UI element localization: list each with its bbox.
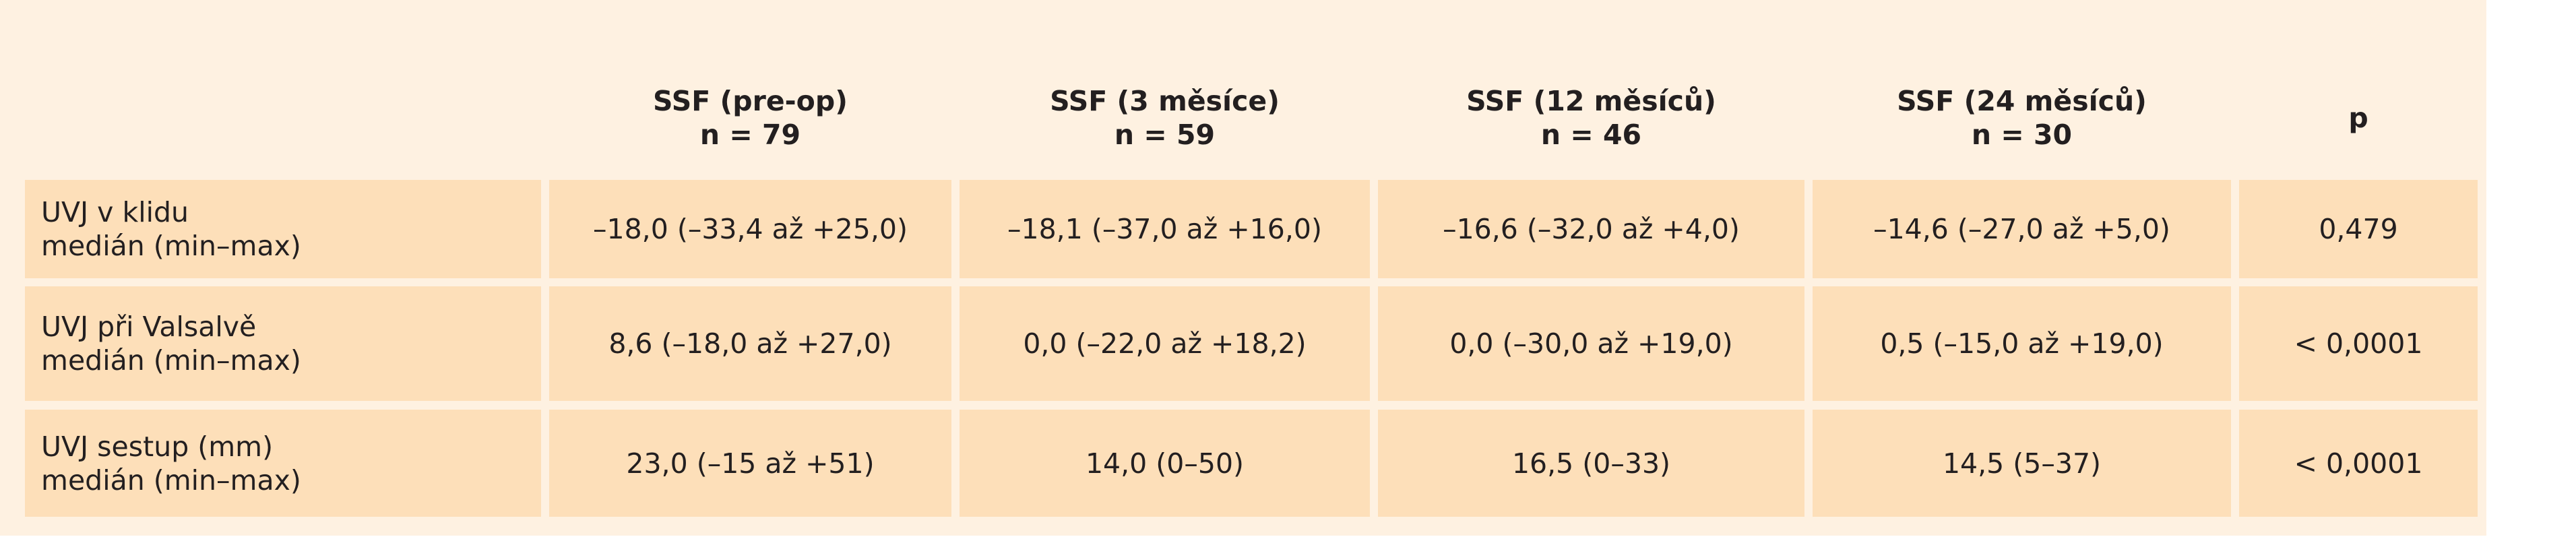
table-cell: 16,5 (0–33)	[1378, 410, 1804, 517]
cell-text: 23,0 (–15 až +51)	[626, 447, 875, 480]
column-header: SSF (12 měsíců) n = 46	[1378, 64, 1804, 172]
column-header: SSF (3 měsíce) n = 59	[960, 64, 1370, 172]
table-cell: 23,0 (–15 až +51)	[549, 410, 951, 517]
table-cell: 8,6 (–18,0 až +27,0)	[549, 286, 951, 401]
table-cell: 0,0 (–22,0 až +18,2)	[960, 286, 1370, 401]
cell-text: –16,6 (–32,0 až +4,0)	[1443, 213, 1740, 245]
row-label-line: UVJ sestup (mm)	[41, 430, 274, 463]
column-title: SSF (24 měsíců)	[1897, 85, 2147, 117]
row-label-line: UVJ při Valsalvě	[41, 311, 257, 343]
table-cell: 0,0 (–30,0 až +19,0)	[1378, 286, 1804, 401]
row-label-line: medián (min–max)	[41, 464, 301, 497]
table-cell: < 0,0001	[2239, 286, 2478, 401]
table-cell: 14,0 (0–50)	[960, 410, 1370, 517]
cell-text: 14,5 (5–37)	[1942, 447, 2102, 480]
row-label: UVJ v klidu medián (min–max)	[25, 180, 541, 278]
row-label-line: medián (min–max)	[41, 344, 301, 377]
table-cell: 14,5 (5–37)	[1813, 410, 2231, 517]
column-title: SSF (3 měsíce)	[1050, 85, 1280, 117]
row-label-line: medián (min–max)	[41, 230, 301, 262]
column-n: n = 59	[1114, 119, 1216, 151]
column-n: n = 30	[1971, 119, 2073, 151]
row-label: UVJ sestup (mm) medián (min–max)	[25, 410, 541, 517]
column-header: SSF (24 měsíců) n = 30	[1813, 64, 2231, 172]
cell-text: –14,6 (–27,0 až +5,0)	[1873, 213, 2170, 245]
table-cell: 0,5 (–15,0 až +19,0)	[1813, 286, 2231, 401]
cell-text: < 0,0001	[2294, 327, 2423, 360]
column-title: SSF (pre-op)	[653, 85, 848, 117]
column-title: SSF (12 měsíců)	[1466, 85, 1716, 117]
cell-text: 0,479	[2319, 213, 2398, 245]
table-cell: 0,479	[2239, 180, 2478, 278]
table-cell: < 0,0001	[2239, 410, 2478, 517]
table-cell: –16,6 (–32,0 až +4,0)	[1378, 180, 1804, 278]
column-n: n = 79	[699, 119, 801, 151]
column-header: p	[2239, 64, 2478, 172]
cell-text: 8,6 (–18,0 až +27,0)	[608, 327, 892, 360]
cell-text: –18,0 (–33,4 až +25,0)	[593, 213, 908, 245]
row-label-line: UVJ v klidu	[41, 196, 189, 228]
cell-text: –18,1 (–37,0 až +16,0)	[1007, 213, 1322, 245]
cell-text: 0,0 (–22,0 až +18,2)	[1023, 327, 1307, 360]
cell-text: 0,5 (–15,0 až +19,0)	[1880, 327, 2164, 360]
cell-text: 16,5 (0–33)	[1511, 447, 1671, 480]
cell-text: 14,0 (0–50)	[1085, 447, 1245, 480]
column-header: SSF (pre-op) n = 79	[549, 64, 951, 172]
cell-text: 0,0 (–30,0 až +19,0)	[1449, 327, 1733, 360]
column-n: n = 46	[1540, 119, 1642, 151]
cell-text: < 0,0001	[2294, 447, 2423, 480]
table-cell: –14,6 (–27,0 až +5,0)	[1813, 180, 2231, 278]
row-label: UVJ při Valsalvě medián (min–max)	[25, 286, 541, 401]
column-title: p	[2348, 102, 2368, 134]
table-cell: –18,0 (–33,4 až +25,0)	[549, 180, 951, 278]
table-panel: SSF (pre-op) n = 79 SSF (3 měsíce) n = 5…	[0, 0, 2486, 536]
table-cell: –18,1 (–37,0 až +16,0)	[960, 180, 1370, 278]
